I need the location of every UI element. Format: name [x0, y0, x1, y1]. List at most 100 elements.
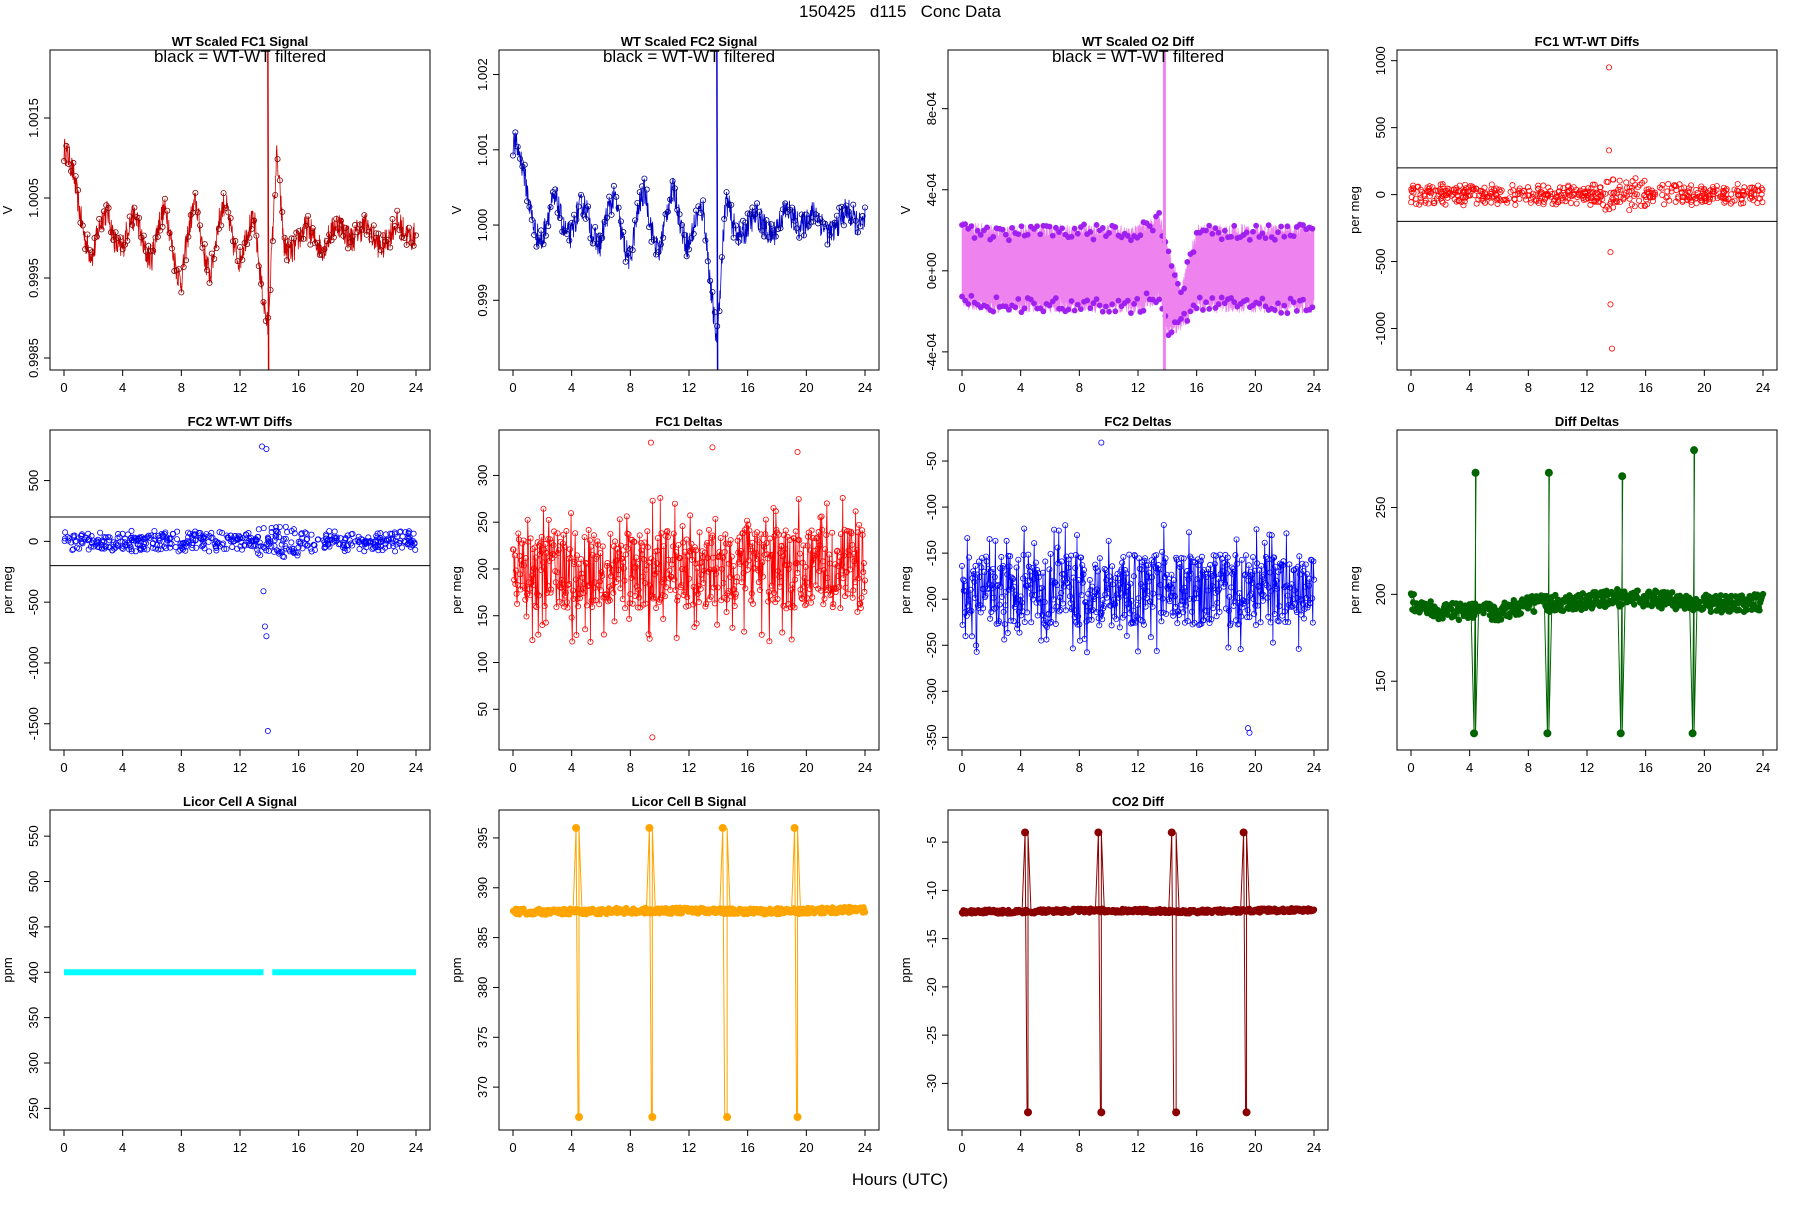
- data-point: [1550, 197, 1557, 204]
- data-point: [1259, 295, 1266, 302]
- data-point: [412, 546, 419, 553]
- data-point: [276, 550, 283, 557]
- plot-area-co2-diff: [958, 828, 1318, 1117]
- data-point: [316, 251, 323, 258]
- plot-frame: [1396, 429, 1778, 751]
- data-point: [1480, 193, 1487, 200]
- data-point: [124, 237, 131, 244]
- data-point: [603, 214, 610, 221]
- data-point: [1212, 225, 1219, 232]
- data-point: [1408, 199, 1415, 206]
- data-point: [744, 210, 751, 217]
- y-tick-label: 200: [1373, 583, 1388, 605]
- data-point: [1582, 190, 1589, 197]
- data-point: [302, 541, 309, 548]
- data-point: [63, 142, 70, 149]
- x-tick-label: 24: [858, 760, 872, 775]
- data-point: [258, 280, 265, 287]
- data-point: [370, 544, 377, 551]
- data-point: [1540, 201, 1547, 208]
- figure-title: 150425 d115 Conc Data: [799, 2, 1001, 21]
- data-point: [1525, 184, 1532, 191]
- data-point: [282, 535, 289, 542]
- data-point: [265, 538, 272, 545]
- panel-title: Licor Cell A Signal: [183, 794, 297, 809]
- data-point: [1610, 204, 1617, 211]
- data-point: [1587, 201, 1594, 208]
- data-point: [1106, 230, 1112, 236]
- extreme-point: [647, 439, 654, 446]
- spike-point: [645, 823, 654, 832]
- shared-x-axis-label: Hours (UTC): [851, 1170, 949, 1189]
- panel-title: FC2 WT-WT Diffs: [188, 414, 293, 429]
- data-point: [1149, 227, 1156, 234]
- x-tick-label: 16: [291, 380, 305, 395]
- data-point: [1209, 230, 1216, 237]
- data-point: [279, 548, 286, 555]
- data-point: [1493, 185, 1500, 192]
- data-point: [396, 529, 403, 536]
- data-point: [977, 232, 984, 238]
- spike-line: [1689, 449, 1698, 734]
- data-point: [61, 158, 68, 165]
- x-tick-label: 4: [568, 760, 575, 775]
- data-point: [594, 240, 601, 247]
- x-tick-label: 24: [1307, 760, 1321, 775]
- data-point: [1503, 196, 1510, 203]
- data-point: [68, 168, 75, 175]
- data-point: [676, 211, 683, 218]
- data-point: [1751, 191, 1758, 198]
- data-point: [728, 201, 735, 208]
- data-point: [1710, 195, 1717, 202]
- data-point: [686, 246, 693, 253]
- data-point: [129, 221, 136, 228]
- data-point: [213, 539, 220, 546]
- data-point: [1537, 190, 1544, 197]
- x-tick-label: 16: [740, 760, 754, 775]
- x-tick-label: 24: [409, 760, 423, 775]
- data-point: [368, 236, 375, 243]
- data-point: [1090, 300, 1097, 307]
- data-point: [772, 233, 779, 240]
- data-point: [1430, 200, 1437, 207]
- data-point: [542, 232, 549, 239]
- data-point: [142, 540, 149, 547]
- data-point: [126, 541, 133, 548]
- data-point: [1006, 306, 1012, 313]
- data-point: [70, 159, 77, 166]
- data-point: [1494, 200, 1501, 207]
- data-point: [397, 528, 404, 535]
- data-point: [1598, 192, 1605, 199]
- data-point: [409, 542, 416, 549]
- data-point: [227, 532, 234, 539]
- data-point: [650, 236, 657, 243]
- data-point: [158, 530, 165, 537]
- spike-line: [719, 827, 731, 1118]
- data-point: [412, 232, 419, 239]
- plot-frame: [49, 809, 431, 1131]
- data-point: [354, 537, 361, 544]
- data-point: [629, 247, 636, 254]
- data-point: [1482, 199, 1489, 206]
- data-point: [283, 545, 290, 552]
- data-point: [538, 227, 545, 234]
- data-point: [721, 216, 728, 223]
- data-point: [1473, 185, 1480, 192]
- data-point: [140, 232, 147, 239]
- data-point: [1071, 307, 1078, 314]
- data-point: [1734, 180, 1741, 187]
- data-point: [613, 193, 620, 200]
- data-point: [1427, 188, 1434, 195]
- x-tick-label: 12: [1131, 1140, 1145, 1155]
- data-point: [1221, 227, 1228, 234]
- data-point: [984, 224, 990, 231]
- spike-line: [1021, 832, 1032, 1113]
- x-tick-label: 8: [1076, 760, 1083, 775]
- x-tick-label: 0: [1407, 380, 1414, 395]
- data-point: [348, 531, 355, 538]
- x-tick-label: 12: [682, 760, 696, 775]
- data-point: [214, 540, 221, 547]
- data-point: [197, 222, 204, 229]
